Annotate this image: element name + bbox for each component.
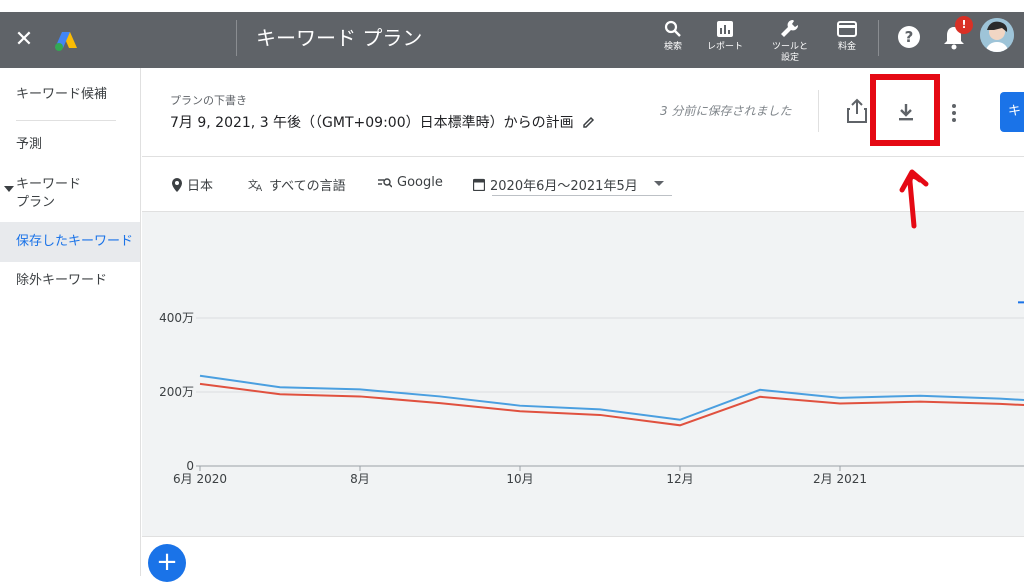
divider [16, 120, 116, 121]
x-tick-label: 12月 [666, 472, 693, 486]
date-range-filter[interactable]: 2020年6月～2021年5月 [473, 175, 638, 194]
translate-icon: 文A [248, 178, 263, 192]
sidebar-item-forecast[interactable]: 予測 [16, 137, 43, 152]
series-line-1 [199, 382, 1024, 427]
dropdown-arrow-icon[interactable] [654, 181, 664, 186]
notification-badge: ! [955, 16, 973, 34]
top-bar: ✕ キーワード プラン 検索 レポート ツールと設定 料金 ? ! [0, 12, 1024, 68]
sidebar-item-keyword-plan[interactable]: キーワード プラン [16, 177, 82, 210]
y-tick-label: 0 [186, 459, 194, 473]
x-tick-label: 2月 2021 [813, 472, 867, 486]
location-pin-icon [172, 177, 182, 192]
sidebar-item-saved-keywords[interactable]: 保存したキーワード [0, 222, 140, 262]
share-icon[interactable] [846, 98, 868, 124]
annotation-arrow [899, 169, 929, 229]
series-line-0 [199, 374, 1024, 421]
date-range-label: 2020年6月～2021年5月 [490, 179, 638, 194]
saved-status: 3 分前に保存されました [660, 104, 792, 118]
sidebar-item-keyword-ideas[interactable]: キーワード候補 [16, 87, 108, 102]
plan-title-text: 7月 9, 2021, 3 午後（（GMT+09:00）日本標準時）からの計画 [170, 115, 574, 131]
expand-caret-icon[interactable] [4, 186, 14, 192]
calendar-icon [473, 178, 485, 191]
plan-title[interactable]: 7月 9, 2021, 3 午後（（GMT+09:00）日本標準時）からの計画 [170, 112, 596, 132]
divider [818, 90, 819, 132]
x-tick-label: 8月 [350, 472, 370, 486]
avatar[interactable] [980, 18, 1014, 52]
app-title: キーワード プラン [256, 26, 423, 50]
legend-marker [1018, 301, 1024, 304]
x-tick-label: 10月 [506, 472, 533, 486]
bottom-card [142, 536, 1024, 577]
draft-label: プランの下書き [170, 94, 247, 107]
report-tool-button[interactable]: レポート [695, 16, 755, 53]
avatar-image [980, 18, 1014, 52]
x-tick-label: 6月 2020 [173, 472, 227, 486]
wrench-icon [781, 19, 799, 37]
download-icon[interactable] [894, 100, 918, 124]
divider [236, 20, 237, 56]
network-label: Google [397, 175, 443, 190]
svg-text:文: 文 [248, 178, 258, 191]
tool-label: ツールと設定 [771, 42, 808, 63]
tool-label: レポート [706, 42, 743, 52]
search-icon [664, 20, 681, 37]
tool-label: 検索 [663, 42, 682, 52]
location-label: 日本 [187, 179, 214, 194]
date-range-underline [492, 195, 672, 196]
tool-label: 料金 [837, 42, 856, 52]
plan-header: プランの下書き 7月 9, 2021, 3 午後（（GMT+09:00）日本標準… [142, 68, 1024, 157]
help-icon[interactable]: ? [898, 26, 920, 48]
add-fab-button[interactable]: + [148, 544, 186, 582]
language-label: すべての言語 [269, 179, 346, 194]
search-tool-button[interactable]: 検索 [643, 16, 703, 53]
add-keywords-button[interactable]: キ [1000, 92, 1024, 132]
y-tick-label: 200万 [159, 385, 194, 399]
more-vert-icon[interactable] [950, 102, 958, 124]
divider [878, 20, 879, 56]
search-network-icon [378, 177, 392, 187]
svg-text:A: A [256, 184, 263, 192]
sidebar-item-negative-keywords[interactable]: 除外キーワード [16, 273, 108, 288]
network-filter[interactable]: Google [378, 175, 443, 190]
billing-tool-button[interactable]: 料金 [817, 16, 877, 53]
main-content: プランの下書き 7月 9, 2021, 3 午後（（GMT+09:00）日本標準… [142, 68, 1024, 576]
highlight-box [870, 74, 940, 146]
close-icon[interactable]: ✕ [14, 27, 34, 52]
sidebar: キーワード候補 予測 キーワード プラン 保存したキーワード 除外キーワード [0, 68, 141, 576]
report-icon [717, 21, 733, 37]
edit-pencil-icon[interactable] [582, 115, 596, 129]
tools-settings-button[interactable]: ツールと設定 [760, 16, 820, 64]
billing-icon [837, 21, 857, 37]
location-filter[interactable]: 日本 [172, 175, 213, 194]
google-ads-logo[interactable] [54, 29, 78, 53]
y-tick-label: 400万 [159, 311, 194, 325]
